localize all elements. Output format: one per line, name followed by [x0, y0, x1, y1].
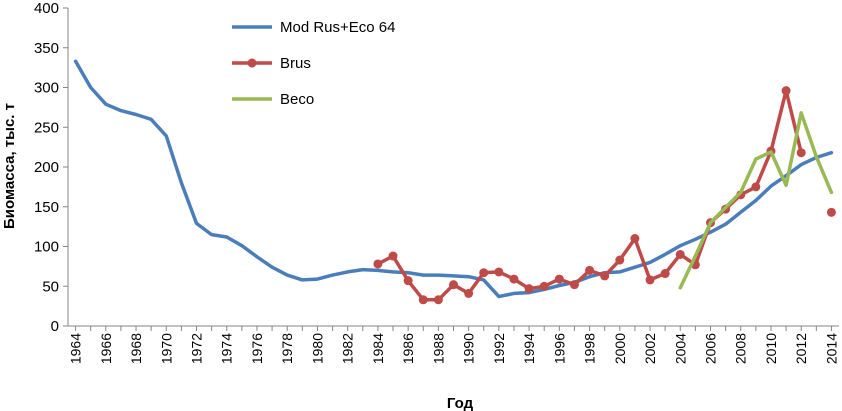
x-tick-label: 2014 — [823, 333, 839, 364]
data-point — [388, 251, 398, 261]
x-tick-label: 1990 — [461, 333, 477, 364]
data-point — [781, 86, 791, 96]
data-point — [600, 271, 610, 281]
x-tick-label: 1994 — [521, 333, 537, 364]
data-point — [539, 281, 549, 291]
data-point — [660, 269, 670, 279]
x-tick-label: 2002 — [642, 333, 658, 364]
data-point — [796, 148, 806, 158]
x-tick-label: 2012 — [793, 333, 809, 364]
x-tick-label: 1976 — [249, 333, 265, 364]
x-tick-label: 1986 — [400, 333, 416, 364]
axes — [67, 8, 839, 327]
x-tick-label: 2000 — [612, 333, 628, 364]
x-tick-label: 2004 — [672, 333, 688, 364]
y-tick-label: 100 — [34, 239, 59, 256]
y-tick-label: 350 — [34, 40, 59, 57]
x-tick-label: 1978 — [279, 333, 295, 364]
x-tick-label: 1968 — [128, 333, 144, 364]
y-tick-label: 300 — [34, 80, 59, 97]
data-point — [554, 274, 564, 284]
data-point — [826, 207, 836, 217]
y-tick-label: 0 — [51, 318, 59, 335]
data-point — [585, 265, 595, 275]
data-point — [464, 288, 474, 298]
x-tick-label: 1988 — [430, 333, 446, 364]
data-point — [418, 295, 428, 305]
x-tick-label: 1984 — [370, 333, 386, 364]
y-tick-label: 400 — [34, 0, 59, 17]
x-tick-label: 2006 — [703, 333, 719, 364]
y-tick-label: 250 — [34, 119, 59, 136]
data-point — [479, 268, 489, 278]
data-point — [494, 267, 504, 277]
series-line — [678, 111, 834, 290]
y-tick-label: 50 — [42, 278, 59, 295]
data-point — [403, 276, 413, 286]
data-point — [449, 280, 458, 290]
data-point — [433, 295, 443, 305]
series-2 — [678, 111, 834, 290]
x-tick-label: 1974 — [219, 333, 235, 364]
data-point — [675, 249, 685, 259]
x-tick-label: 1966 — [98, 333, 114, 364]
x-tick-label: 1998 — [582, 333, 598, 364]
series-1 — [373, 86, 836, 305]
data-point — [569, 280, 579, 290]
x-tick-label: 1982 — [340, 333, 356, 364]
x-tick-label: 1992 — [491, 333, 507, 364]
x-tick-label: 1970 — [158, 333, 174, 364]
x-tick-label: 1972 — [189, 333, 205, 364]
y-axis-title: Биомасса, тыс. т — [1, 103, 18, 229]
legend-label: Beco — [280, 91, 314, 108]
x-tick-label: 2008 — [733, 333, 749, 364]
series-line — [73, 59, 834, 299]
data-point — [524, 284, 534, 294]
x-tick-label: 1980 — [309, 333, 325, 364]
series-layer — [73, 59, 836, 305]
data-point — [509, 274, 519, 284]
x-tick-label: 1996 — [551, 333, 567, 364]
legend: Mod Rus+Eco 64 Brus Beco — [232, 19, 395, 108]
x-axis-title: Год — [447, 395, 474, 411]
y-tick-label: 150 — [34, 199, 59, 216]
data-point — [645, 275, 655, 285]
x-axis-ticks: 1964 1966 1968 1970 1972 1974 1976 1978 1980 1982… — [68, 326, 839, 364]
series-0 — [73, 59, 834, 299]
data-point — [373, 259, 383, 269]
legend-label: Brus — [280, 55, 311, 72]
x-tick-label: 1964 — [68, 333, 84, 364]
legend-label: Mod Rus+Eco 64 — [280, 19, 395, 36]
data-point — [615, 255, 625, 265]
y-axis-ticks: 0 50 100 150 200 250 300 350 400 — [34, 0, 68, 335]
x-tick-label: 2010 — [763, 333, 779, 364]
data-point — [751, 182, 761, 192]
data-point — [630, 234, 640, 244]
y-tick-label: 200 — [34, 159, 59, 176]
legend-marker — [247, 58, 257, 68]
